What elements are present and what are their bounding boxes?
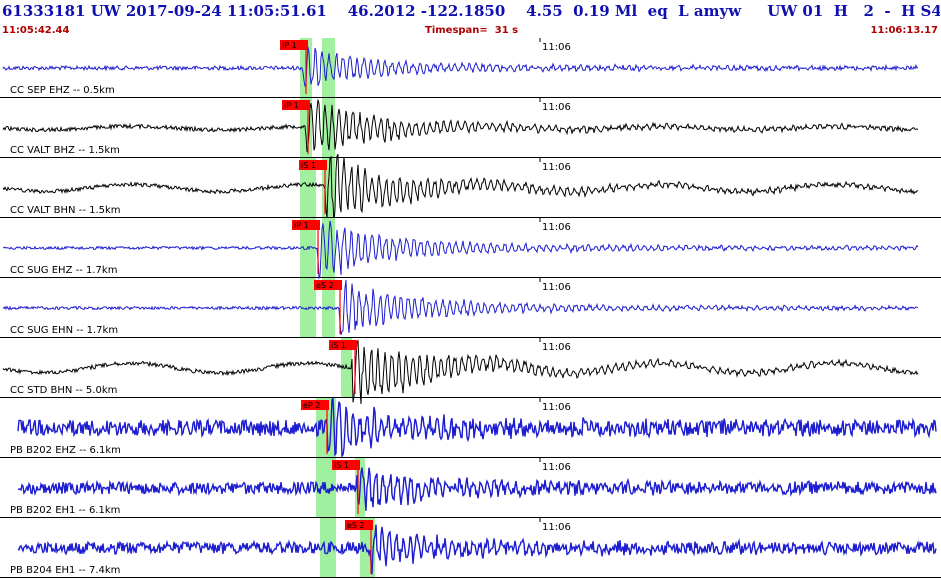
waveform-trace <box>2 279 919 335</box>
pick-window-highlight <box>300 158 316 218</box>
pick-window-highlight <box>300 218 316 278</box>
trace-row[interactable]: 11:06 iS 1 CC STD BHN -- 5.0km <box>0 338 941 405</box>
pick-window-highlight <box>341 338 352 398</box>
minute-label: 11:06 <box>542 462 571 473</box>
seismogram-panel[interactable]: 11:06 iP 1 CC SEP EHZ -- 0.5km 11:06 iP 1 CC … <box>0 38 941 580</box>
trace-row[interactable]: 11:06 iS 1 CC VALT BHN -- 1.5km <box>0 153 941 223</box>
trace-row[interactable]: 11:06 eS 2 CC SUG EHN -- 1.7km <box>0 278 941 338</box>
pick-window-highlight <box>300 98 312 158</box>
pick-flag[interactable] <box>345 520 373 530</box>
waveform-trace <box>17 467 937 511</box>
pick-flag[interactable] <box>301 400 329 410</box>
minute-label: 11:06 <box>542 342 571 353</box>
pick-label: iP 1 <box>284 101 299 110</box>
pick-flag[interactable] <box>332 460 360 470</box>
timespan-label: Timespan= 31 s <box>425 25 519 36</box>
waveform-trace <box>2 339 919 405</box>
waveform-trace <box>2 46 919 88</box>
pick-flag[interactable] <box>329 340 357 350</box>
start-time-label: 11:05:42.44 <box>2 25 70 36</box>
waveform-trace <box>2 220 919 280</box>
pick-flag[interactable] <box>282 100 310 110</box>
channel-label: CC SEP EHZ -- 0.5km <box>10 85 115 96</box>
event-summary-title: 61333181 UW 2017-09-24 11:05:51.61 46.20… <box>2 2 940 20</box>
pick-label: eS 2 <box>347 521 365 530</box>
channel-label: CC VALT BHZ -- 1.5km <box>10 145 120 156</box>
channel-label: CC STD BHN -- 5.0km <box>10 385 117 396</box>
pick-label: eP 2 <box>303 401 320 410</box>
trace-row[interactable]: 11:06 eP 2 PB B202 EHZ -- 6.1km <box>0 396 941 459</box>
minute-label: 11:06 <box>542 402 571 413</box>
pick-flag[interactable] <box>299 160 327 170</box>
waveform-trace <box>17 524 937 575</box>
trace-row[interactable]: 11:06 iS 1 PB B202 EH1 -- 6.1km <box>0 458 941 518</box>
pick-window-highlight <box>322 38 335 98</box>
minute-label: 11:06 <box>542 522 571 533</box>
pick-window-highlight <box>300 278 316 338</box>
trace-row[interactable]: 11:06 iP 1 CC SUG EHZ -- 1.7km <box>0 218 941 280</box>
trace-row[interactable]: 11:06 iP 1 CC SEP EHZ -- 0.5km <box>0 38 941 98</box>
pick-flag[interactable] <box>314 280 342 290</box>
minute-label: 11:06 <box>542 282 571 293</box>
pick-flag[interactable] <box>292 220 320 230</box>
pick-flag[interactable] <box>280 40 308 50</box>
channel-label: PB B204 EH1 -- 7.4km <box>10 565 120 576</box>
pick-label: iS 1 <box>301 161 316 170</box>
trace-row[interactable]: 11:06 iP 1 CC VALT BHZ -- 1.5km <box>0 98 941 158</box>
waveform-trace <box>2 153 919 223</box>
pick-label: iP 1 <box>294 221 309 230</box>
pick-label: iS 1 <box>331 341 346 350</box>
pick-label: iP 1 <box>282 41 297 50</box>
channel-label: PB B202 EH1 -- 6.1km <box>10 505 120 516</box>
pick-label: iS 1 <box>334 461 349 470</box>
minute-label: 11:06 <box>542 42 571 53</box>
channel-label: CC VALT BHN -- 1.5km <box>10 205 121 216</box>
pick-label: eS 2 <box>316 281 334 290</box>
channel-label: CC SUG EHN -- 1.7km <box>10 325 118 336</box>
minute-label: 11:06 <box>542 222 571 233</box>
trace-row[interactable]: 11:06 eS 2 PB B204 EH1 -- 7.4km <box>0 518 941 578</box>
event-header: 61333181 UW 2017-09-24 11:05:51.61 46.20… <box>0 0 941 38</box>
channel-label: CC SUG EHZ -- 1.7km <box>10 265 117 276</box>
channel-label: PB B202 EHZ -- 6.1km <box>10 445 121 456</box>
waveform-trace <box>17 396 937 459</box>
minute-label: 11:06 <box>542 162 571 173</box>
waveform-trace <box>2 99 919 152</box>
minute-label: 11:06 <box>542 102 571 113</box>
end-time-label: 11:06:13.17 <box>870 25 938 36</box>
